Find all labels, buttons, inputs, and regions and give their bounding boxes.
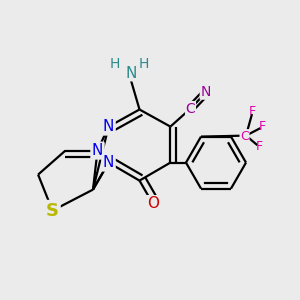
Text: C: C xyxy=(186,102,195,116)
Text: F: F xyxy=(248,105,256,118)
Text: N: N xyxy=(125,66,137,81)
Text: H: H xyxy=(139,57,149,70)
Text: N: N xyxy=(200,85,211,99)
Text: N: N xyxy=(103,119,114,134)
Text: N: N xyxy=(92,143,103,158)
Text: F: F xyxy=(256,140,263,154)
Text: C: C xyxy=(240,130,249,143)
Text: N: N xyxy=(103,155,114,170)
Text: H: H xyxy=(110,57,120,70)
Text: O: O xyxy=(147,196,159,211)
Text: F: F xyxy=(259,119,266,133)
Text: S: S xyxy=(46,202,59,220)
